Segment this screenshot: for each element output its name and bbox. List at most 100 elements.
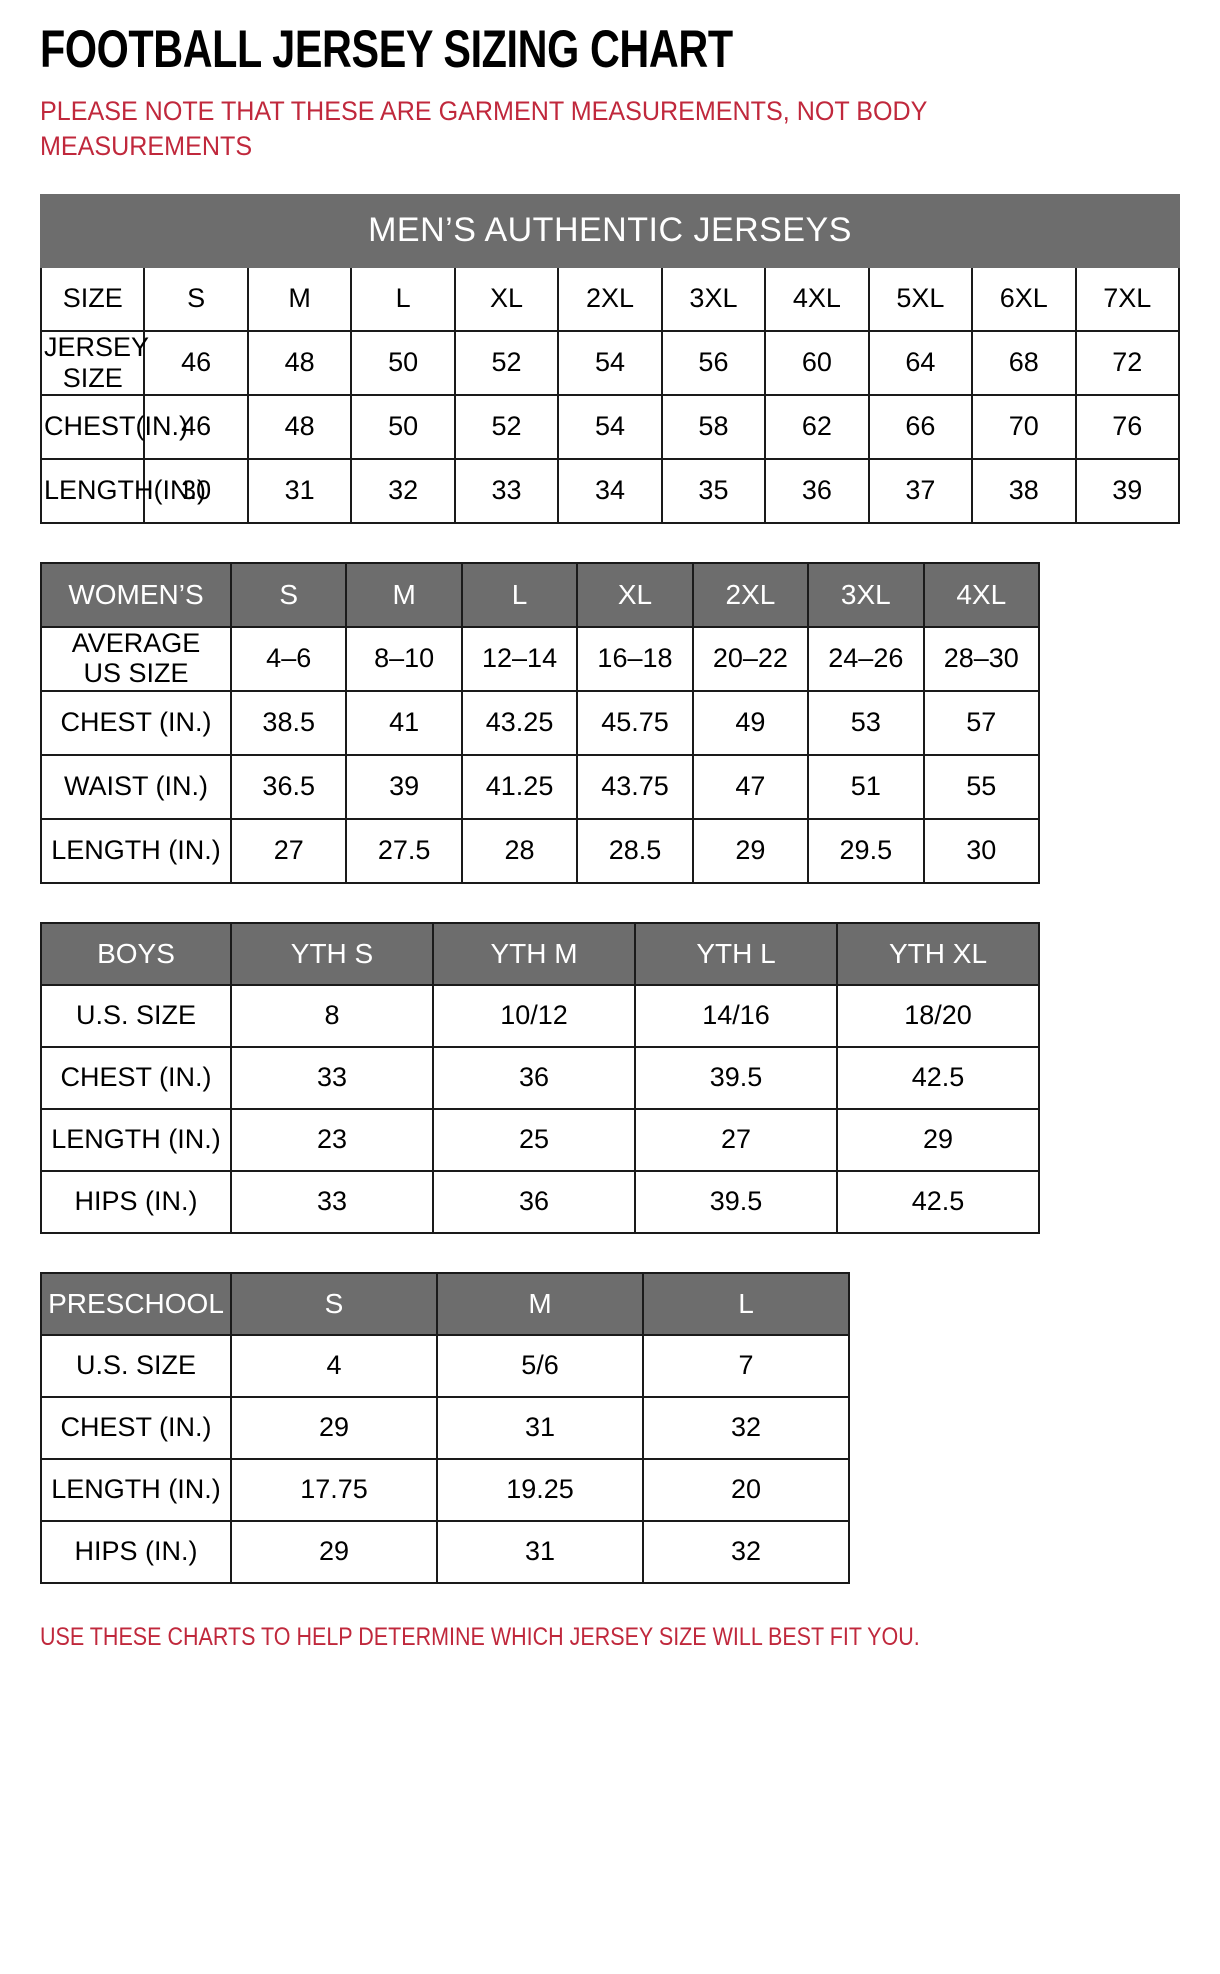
boys-cell-r1-c0: 33 <box>230 1045 434 1110</box>
boys-cell-r3-c2: 39.5 <box>634 1169 838 1234</box>
boys-cell-r2-c2: 27 <box>634 1107 838 1172</box>
boys-cell-r0-c0: 8 <box>230 983 434 1048</box>
mens-cell-r2-c6: 36 <box>764 457 870 524</box>
mens-cell-r0-c4: 54 <box>557 329 663 396</box>
boys-table-body: BOYS YTH S YTH M YTH L YTH XL U.S. SIZE 8 10/12… <box>40 921 1040 1234</box>
mens-column-header-8: 6XL <box>971 265 1077 332</box>
womens-column-header-5: 3XL <box>807 561 925 628</box>
preschool-column-header-0: S <box>230 1271 438 1336</box>
boys-column-header-2: YTH L <box>634 921 838 986</box>
mens-row-label-2: LENGTH(IN.) <box>39 457 206 524</box>
womens-cell-r3-c2: 28 <box>460 817 579 884</box>
table-row: CHEST (IN.) 38.5 41 43.25 45.75 49 53 57 <box>40 689 1041 756</box>
mens-cell-r0-c6: 60 <box>764 329 870 396</box>
mens-cell-r1-c9: 76 <box>1074 393 1181 460</box>
womens-cell-r3-c3: 28.5 <box>576 817 694 884</box>
womens-cell-r0-c2: 12–14 <box>460 625 579 692</box>
table-row: AVERAGE US SIZE 4–6 8–10 12–14 16–18 20–22 24–2… <box>40 625 1041 692</box>
mens-row-label-0: JERSEY SIZE <box>39 329 149 396</box>
womens-cell-r2-c0: 36.5 <box>229 753 348 820</box>
mens-column-header-2: L <box>350 265 456 332</box>
womens-cell-r0-c1: 8–10 <box>345 625 463 692</box>
table-row: LENGTH (IN.) 23 25 27 29 <box>40 1107 1040 1172</box>
womens-cell-r0-c5: 24–26 <box>807 625 925 692</box>
preschool-table-body: PRESCHOOL S M L U.S. SIZE 4 5/6 7 CHEST (IN.) 29 3… <box>40 1271 850 1584</box>
boys-column-header-0: YTH S <box>230 921 434 986</box>
preschool-column-header-1: M <box>436 1271 644 1336</box>
boys-sizing-table: BOYS YTH S YTH M YTH L YTH XL U.S. SIZE 8 10/12… <box>40 921 1040 1234</box>
preschool-row-label-0: U.S. SIZE <box>40 1333 232 1398</box>
womens-cell-r3-c0: 27 <box>229 817 348 884</box>
boys-cell-r1-c1: 36 <box>432 1045 636 1110</box>
womens-cell-r1-c3: 45.75 <box>576 689 694 756</box>
preschool-cell-r3-c1: 31 <box>436 1519 644 1584</box>
womens-column-header-3: XL <box>576 561 694 628</box>
womens-cell-r0-c4: 20–22 <box>691 625 810 692</box>
boys-header-row: BOYS YTH S YTH M YTH L YTH XL <box>40 921 1040 986</box>
mens-cell-r0-c0: 46 <box>143 329 249 396</box>
boys-cell-r0-c3: 18/20 <box>836 983 1040 1048</box>
boys-cell-r1-c3: 42.5 <box>836 1045 1040 1110</box>
womens-column-header-6: 4XL <box>922 561 1041 628</box>
mens-cell-r1-c5: 58 <box>660 393 767 460</box>
womens-column-header-2: L <box>460 561 579 628</box>
boys-cell-r2-c0: 23 <box>230 1107 434 1172</box>
preschool-column-header-2: L <box>642 1271 850 1336</box>
womens-cell-r2-c4: 47 <box>691 753 810 820</box>
mens-cell-r0-c9: 72 <box>1074 329 1181 396</box>
womens-cell-r2-c6: 55 <box>922 753 1041 820</box>
womens-header-row: WOMEN’S S M L XL 2XL 3XL 4XL <box>40 561 1041 628</box>
mens-cell-r2-c4: 34 <box>557 457 663 524</box>
mens-cell-r1-c7: 66 <box>867 393 974 460</box>
womens-column-header-1: M <box>345 561 463 628</box>
preschool-cell-r3-c0: 29 <box>230 1519 438 1584</box>
table-row: JERSEY SIZE 46 48 50 52 54 56 60 64 68 72 <box>39 329 1181 396</box>
preschool-cell-r2-c0: 17.75 <box>230 1457 438 1522</box>
mens-column-header-0: S <box>143 265 249 332</box>
boys-header-label: BOYS <box>40 921 232 986</box>
womens-cell-r3-c6: 30 <box>922 817 1041 884</box>
womens-cell-r0-c0: 4–6 <box>229 625 348 692</box>
mens-header-label: SIZE <box>39 265 146 332</box>
table-row: WAIST (IN.) 36.5 39 41.25 43.75 47 51 55 <box>40 753 1041 820</box>
mens-column-header-5: 3XL <box>660 265 767 332</box>
womens-cell-r2-c3: 43.75 <box>576 753 694 820</box>
womens-cell-r3-c5: 29.5 <box>807 817 925 884</box>
mens-cell-r0-c3: 52 <box>453 329 560 396</box>
boys-cell-r3-c1: 36 <box>432 1169 636 1234</box>
womens-cell-r1-c6: 57 <box>922 689 1041 756</box>
womens-cell-r1-c4: 49 <box>691 689 810 756</box>
womens-cell-r1-c0: 38.5 <box>229 689 348 756</box>
boys-row-label-1: CHEST (IN.) <box>40 1045 232 1110</box>
mens-sizing-table: MEN’S AUTHENTIC JERSEYS SIZE S M L XL 2XL 3XL 4X… <box>39 193 1181 524</box>
preschool-cell-r2-c2: 20 <box>642 1457 850 1522</box>
mens-cell-r2-c2: 32 <box>350 457 456 524</box>
preschool-cell-r1-c1: 31 <box>436 1395 644 1460</box>
mens-column-header-7: 5XL <box>867 265 974 332</box>
mens-cell-r0-c5: 56 <box>660 329 767 396</box>
boys-row-label-3: HIPS (IN.) <box>40 1169 232 1234</box>
preschool-header-label: PRESCHOOL <box>40 1271 232 1336</box>
table-row: CHEST(IN.) 46 48 50 52 54 58 62 66 70 76 <box>39 393 1181 460</box>
sizing-chart-page: FOOTBALL JERSEY SIZING CHART PLEASE NOTE… <box>39 22 1181 1651</box>
mens-cell-r1-c6: 62 <box>764 393 870 460</box>
womens-cell-r2-c5: 51 <box>807 753 925 820</box>
womens-column-header-0: S <box>229 561 348 628</box>
mens-cell-r2-c5: 35 <box>660 457 767 524</box>
womens-cell-r0-c6: 28–30 <box>922 625 1041 692</box>
mens-column-header-3: XL <box>453 265 560 332</box>
preschool-row-label-3: HIPS (IN.) <box>40 1519 232 1584</box>
preschool-row-label-1: CHEST (IN.) <box>40 1395 232 1460</box>
womens-row-label-1: CHEST (IN.) <box>40 689 232 756</box>
preschool-cell-r3-c2: 32 <box>642 1519 850 1584</box>
mens-table-body: MEN’S AUTHENTIC JERSEYS SIZE S M L XL 2XL 3XL 4X… <box>39 193 1181 524</box>
preschool-cell-r0-c2: 7 <box>642 1333 850 1398</box>
preschool-cell-r1-c2: 32 <box>642 1395 850 1460</box>
womens-cell-r0-c3: 16–18 <box>576 625 694 692</box>
mens-column-header-6: 4XL <box>764 265 870 332</box>
womens-row-label-2: WAIST (IN.) <box>40 753 232 820</box>
mens-banner-row: MEN’S AUTHENTIC JERSEYS <box>40 193 1180 268</box>
boys-row-label-2: LENGTH (IN.) <box>40 1107 232 1172</box>
measurement-disclaimer: PLEASE NOTE THAT THESE ARE GARMENT MEASU… <box>40 95 927 161</box>
womens-row-label-0: AVERAGE US SIZE <box>40 625 232 692</box>
